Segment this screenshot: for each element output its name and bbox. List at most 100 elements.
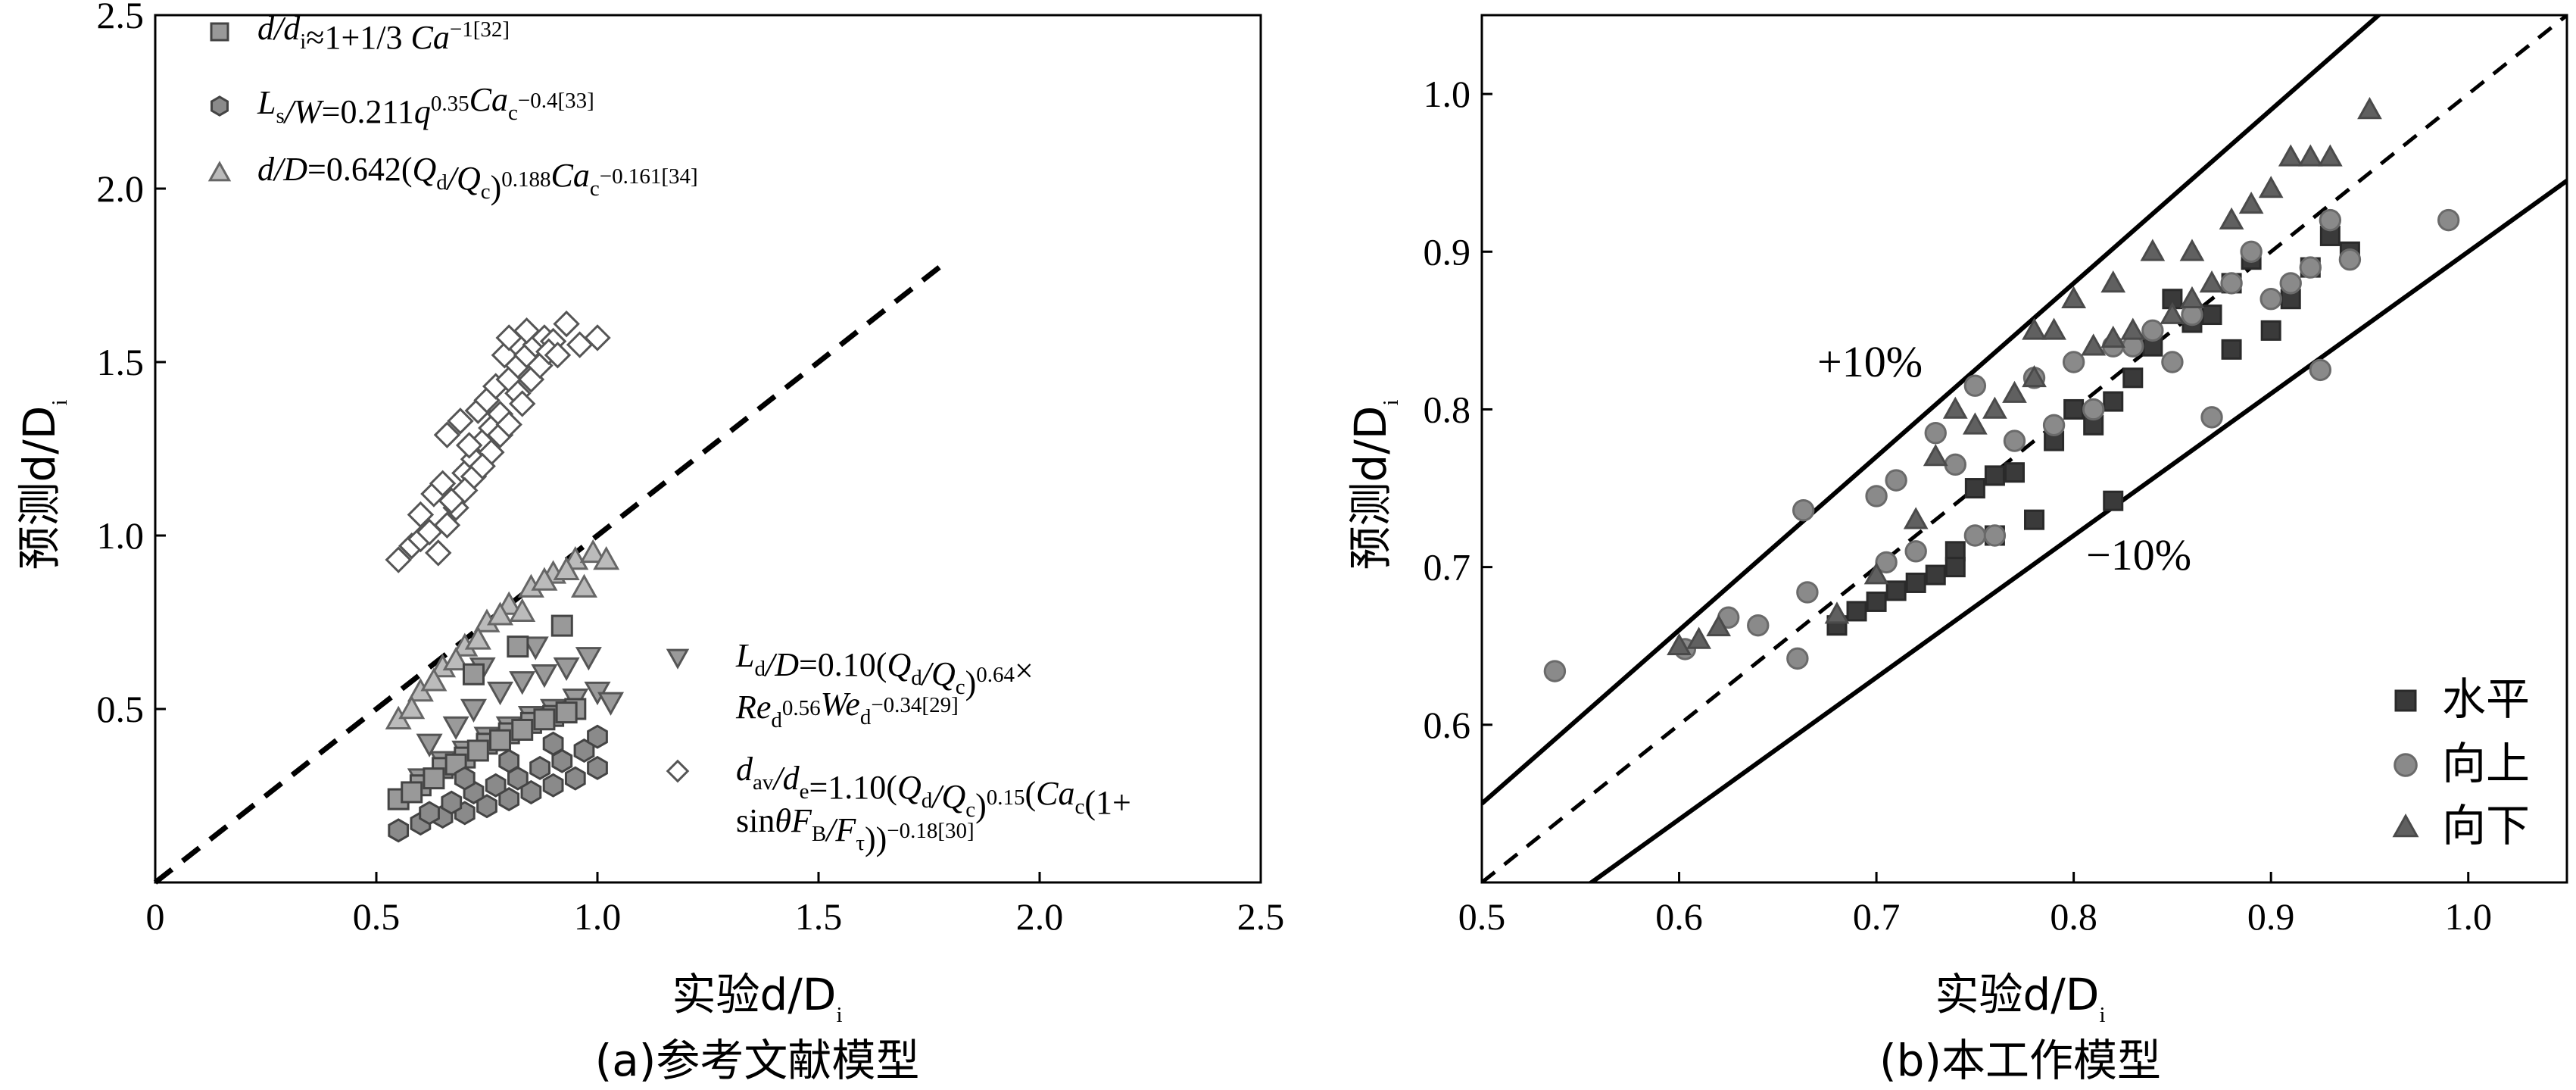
data-point-b-circle	[1543, 660, 1567, 682]
data-point-a-triangle-down	[509, 671, 536, 695]
data-point-b-circle	[2141, 319, 2164, 342]
data-point-b-circle	[1924, 421, 1947, 445]
data-point-a-diamond	[584, 324, 611, 351]
data-point-a-triangle-up	[442, 646, 469, 671]
plus-10-label: +10%	[1817, 337, 1923, 386]
data-point-a-hexagon	[507, 766, 529, 791]
data-point-b-triangle-up	[2278, 144, 2303, 167]
data-point-b-circle	[2279, 272, 2302, 295]
data-point-b-square	[2024, 509, 2045, 530]
square-marker	[210, 22, 229, 42]
data-point-a-hexagon	[485, 773, 507, 798]
data-point-b-circle	[1747, 614, 1770, 637]
data-point-b-triangle-up	[1863, 562, 1889, 585]
data-point-a-square	[423, 767, 445, 790]
data-point-a-square	[555, 701, 578, 724]
data-point-a-triangle-up	[553, 556, 580, 580]
y-tick-label-b: 0.7	[1424, 546, 1471, 589]
data-point-b-triangle-up	[2219, 207, 2244, 230]
data-point-b-triangle-up	[2022, 317, 2047, 340]
data-point-a-hexagon	[419, 801, 440, 826]
data-point-b-circle	[2062, 351, 2085, 373]
square-marker	[2394, 689, 2417, 712]
data-point-a-diamond	[553, 310, 580, 338]
legend-entry-a: dav/de=1.10(Qd/Qc)0.15(Cac(1+	[736, 751, 1131, 824]
data-point-a-triangle-down	[460, 698, 487, 723]
data-point-a-hexagon	[542, 773, 564, 798]
triangle-up-marker	[207, 161, 232, 182]
data-point-a-triangle-up	[509, 598, 536, 622]
data-point-b-circle	[1983, 524, 2007, 547]
data-point-b-circle	[2309, 358, 2332, 382]
data-point-a-hexagon	[587, 724, 608, 749]
legend-entry-a: Ls/W=0.211q0.35Cac−0.4[33]	[257, 81, 594, 130]
data-point-a-hexagon	[529, 755, 550, 780]
data-point-b-triangle-up	[1706, 614, 1732, 637]
data-point-b-triangle-up	[2100, 325, 2126, 348]
data-point-b-triangle-up	[2081, 333, 2107, 356]
y-tick-label-b: 1.0	[1424, 73, 1471, 115]
y-tick-label-b: 0.9	[1424, 230, 1471, 273]
data-point-a-triangle-down	[531, 664, 558, 689]
data-point-a-diamond	[433, 511, 461, 539]
data-point-b-square	[2063, 398, 2085, 420]
legend-entry-a: d/D=0.642(Qd/Qc)0.188Cac−0.161[34]	[257, 151, 698, 206]
data-point-a-hexagon	[498, 748, 520, 773]
y-tick-label-b: 0.8	[1424, 388, 1471, 430]
data-point-b-square	[2004, 462, 2025, 483]
legend-label-b: 向下	[2442, 800, 2530, 851]
data-point-b-square	[2201, 305, 2222, 326]
data-point-a-hexagon	[564, 766, 586, 791]
legend-entry-a: sinθFB/Fτ))−0.18[30]	[736, 802, 975, 857]
data-point-b-square	[1905, 572, 1926, 593]
x-axis-label-b: 实验d/Di	[1935, 969, 2105, 1027]
data-point-b-circle	[2338, 248, 2362, 271]
data-point-b-circle	[1792, 498, 1815, 522]
data-point-a-diamond	[469, 452, 496, 480]
data-point-a-square	[507, 636, 529, 658]
y-axis-label-b: 预测d/Di	[1345, 399, 1403, 570]
data-point-b-circle	[2082, 398, 2105, 421]
x-tick-label-a: 2.5	[1237, 895, 1285, 938]
data-point-b-circle	[1963, 374, 1987, 397]
data-point-b-triangle-up	[2041, 317, 2066, 340]
data-point-b-circle	[2437, 208, 2460, 232]
x-tick-label-b: 0.8	[2050, 895, 2097, 938]
data-point-b-circle	[1944, 453, 1967, 476]
circle-marker	[2394, 753, 2418, 777]
data-point-b-triangle-up	[2199, 270, 2225, 293]
data-point-b-triangle-up	[2140, 239, 2166, 261]
data-point-a-triangle-up	[570, 573, 597, 598]
data-point-b-square	[2103, 391, 2124, 412]
data-point-b-circle	[2042, 414, 2066, 436]
data-point-b-circle	[2161, 351, 2184, 373]
data-point-a-diamond	[407, 501, 435, 529]
data-point-a-triangle-down	[416, 733, 443, 757]
legend-entry-a: Red0.56Wed−0.34[29]	[735, 686, 959, 732]
diamond-marker	[666, 759, 690, 783]
data-point-a-diamond	[385, 546, 412, 573]
data-point-b-square	[1984, 465, 2005, 486]
data-point-b-triangle-up	[1667, 632, 1692, 656]
data-point-b-square	[1866, 591, 1887, 612]
data-point-b-square	[2122, 367, 2144, 389]
data-point-b-circle	[2200, 406, 2223, 429]
reference-line-b	[1482, 15, 2382, 806]
data-point-b-triangle-up	[2022, 364, 2047, 388]
x-tick-label-b: 0.9	[2247, 895, 2295, 938]
plot-frame-a	[154, 14, 1262, 884]
data-point-a-triangle-up	[420, 667, 448, 692]
y-tick-label-a: 1.5	[97, 341, 145, 383]
data-point-a-triangle-up	[579, 539, 607, 564]
x-tick-label-a: 2.0	[1016, 895, 1064, 938]
data-point-b-circle	[2319, 208, 2342, 232]
data-point-a-diamond	[447, 408, 474, 435]
x-tick-label-a: 1.5	[795, 895, 843, 938]
data-point-b-triangle-up	[2258, 176, 2284, 198]
data-point-b-circle	[1885, 469, 1907, 492]
data-point-b-circle	[1865, 485, 1888, 508]
triangle-up-marker	[2392, 813, 2419, 838]
data-point-a-square	[401, 781, 423, 804]
data-point-a-triangle-down	[522, 636, 549, 661]
